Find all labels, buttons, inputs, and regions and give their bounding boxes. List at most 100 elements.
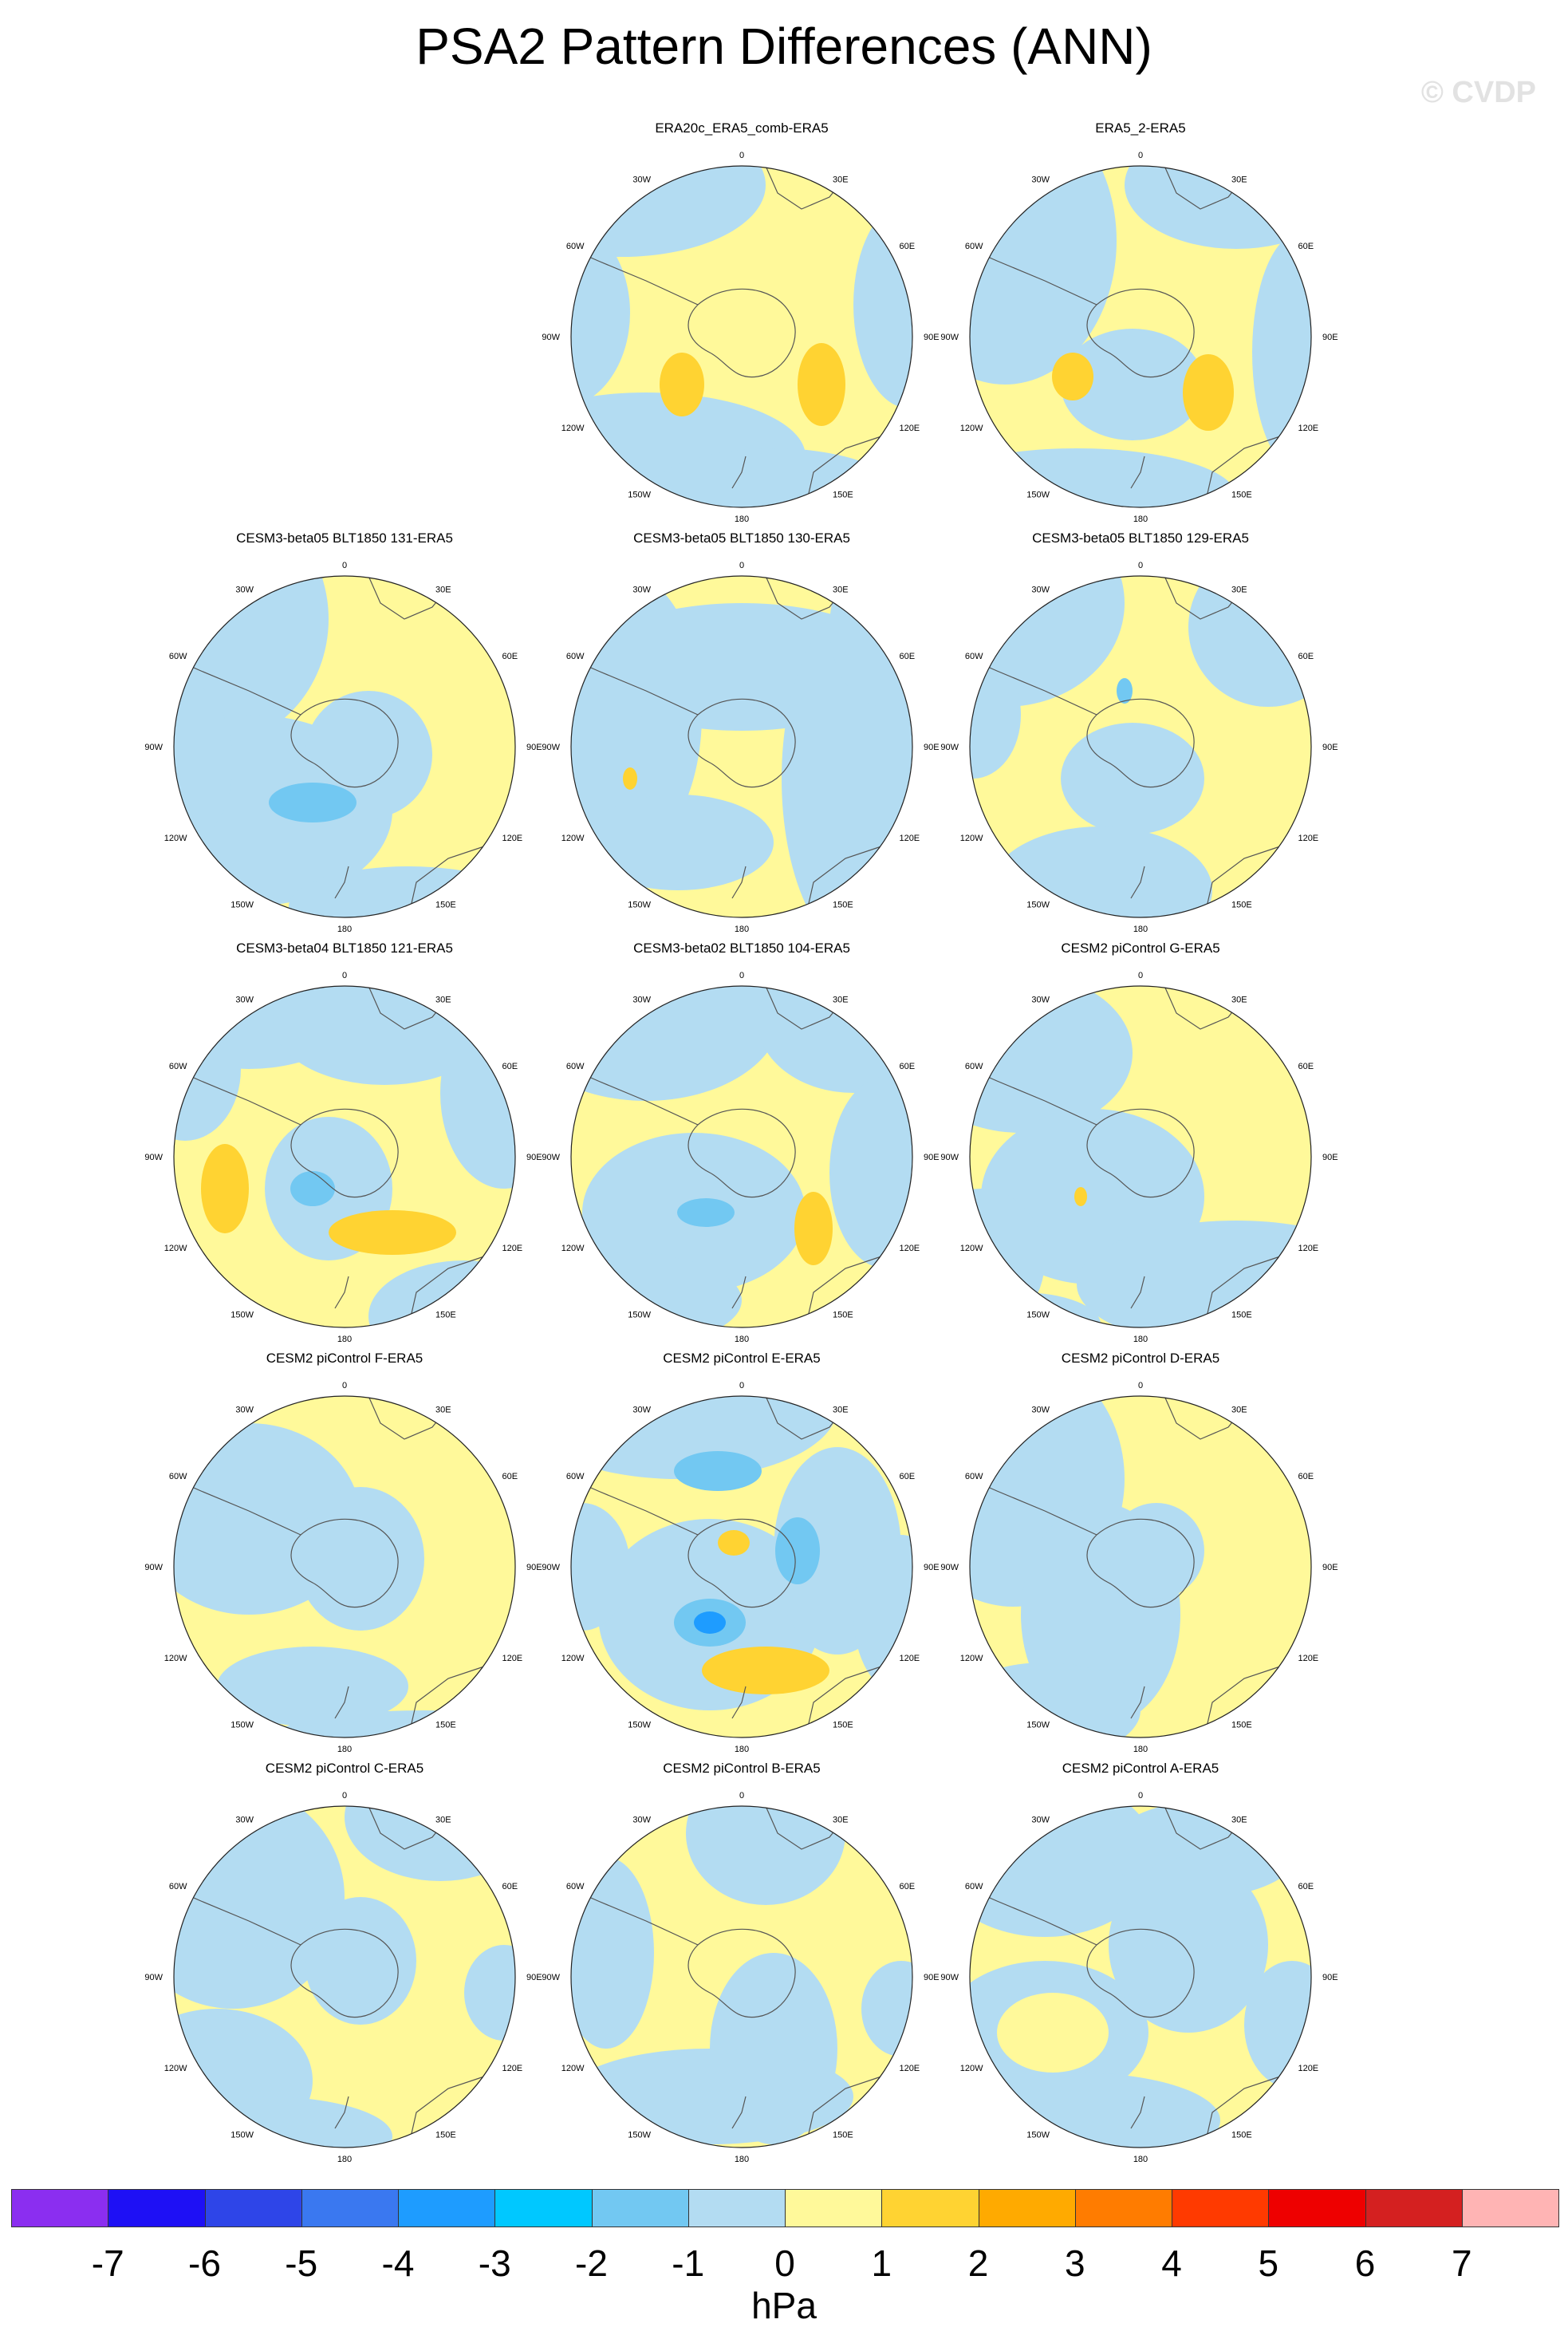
longitude-label: 150W	[230, 2130, 254, 2140]
longitude-label: 120W	[561, 424, 585, 433]
contour-region	[1125, 166, 1311, 249]
longitude-label: 150W	[628, 2130, 651, 2140]
contour-region	[571, 1252, 742, 1327]
contour-region	[646, 448, 901, 507]
map-boundary	[969, 165, 1312, 508]
panel-title: CESM3-beta05 BLT1850 131-ERA5	[236, 531, 453, 546]
contour-region	[571, 1503, 630, 1631]
contour-region	[997, 1993, 1109, 2073]
colorbar-tick-label: 4	[1161, 2242, 1182, 2284]
colorbar-tick-label: -5	[285, 2242, 318, 2284]
longitude-label: 30E	[1231, 1816, 1247, 1825]
antarctica-coastline	[1086, 698, 1195, 788]
longitude-label: 150W	[628, 1720, 651, 1730]
contour-region	[702, 1647, 829, 1694]
colorbar-swatch	[108, 2189, 206, 2227]
longitude-label: 60W	[169, 1062, 187, 1071]
map-panel: CESM2 piControl C-ERA5 0 30E 60E 90E 120E 150E…	[89, 1760, 600, 2175]
panel-title: ERA5_2-ERA5	[1095, 120, 1186, 136]
longitude-label: 60W	[566, 1882, 585, 1891]
colorbar-tick-label: 6	[1354, 2242, 1376, 2284]
longitude-label: 60E	[502, 1472, 518, 1481]
colorbar-swatch	[978, 2189, 1076, 2227]
longitude-label: 90E	[1322, 1153, 1338, 1162]
antarctica-coastline	[1086, 1108, 1195, 1198]
longitude-label: 30W	[235, 586, 254, 595]
longitude-label: 30E	[833, 1816, 849, 1825]
contour-region	[674, 1451, 762, 1491]
longitude-label: 150W	[628, 490, 651, 499]
antarctica-coastline	[687, 1518, 796, 1608]
panel-title: CESM3-beta02 BLT1850 104-ERA5	[633, 941, 850, 956]
longitude-label: 120E	[1298, 424, 1318, 433]
map-boundary	[570, 575, 913, 918]
longitude-label: 150E	[1231, 900, 1252, 909]
contour-region	[660, 353, 704, 416]
longitude-label: 120E	[1298, 2064, 1318, 2073]
longitude-label: 180	[337, 925, 352, 934]
longitude-label: 150W	[230, 1720, 254, 1730]
panel-title: CESM3-beta04 BLT1850 121-ERA5	[236, 941, 453, 956]
antarctica-coastline	[290, 1518, 399, 1608]
longitude-label: 30W	[235, 1816, 254, 1825]
longitude-label: 150W	[628, 1310, 651, 1319]
contour-region	[970, 166, 1117, 385]
polar-stereographic-map: 0 30E 60E 90E 120E 150E 180 150W 120W 90W 60W 30W	[542, 1791, 939, 2164]
polar-stereographic-map: 0 30E 60E 90E 120E 150E 180 150W 120W 90W 60W 30W	[542, 1381, 939, 1754]
colorbar-tick-label: 5	[1258, 2242, 1279, 2284]
longitude-label: 90W	[940, 1563, 959, 1572]
longitude-label: 60E	[899, 1472, 915, 1481]
longitude-label: 120E	[502, 1654, 522, 1663]
longitude-label: 60E	[502, 1062, 518, 1071]
longitude-label: 120W	[561, 834, 585, 843]
longitude-label: 0	[342, 971, 347, 980]
longitude-label: 60W	[965, 242, 983, 251]
polar-stereographic-map: 0 30E 60E 90E 120E 150E 180 150W 120W 90W 60W 30W	[542, 151, 940, 524]
contour-region	[1117, 678, 1133, 704]
map-panel: CESM2 piControl F-ERA5 0 30E 60E 90E 120E 150E…	[89, 1350, 600, 1765]
longitude-label: 120E	[1298, 834, 1318, 843]
longitude-label: 90W	[144, 1153, 163, 1162]
contour-region	[694, 1611, 726, 1634]
map-panel: CESM3-beta04 BLT1850 121-ERA5 0 30E 60E 90E 1…	[89, 940, 600, 1355]
map-panel: CESM3-beta02 BLT1850 104-ERA5 0 30E 60E 90E 1…	[487, 940, 997, 1355]
contour-region	[201, 1144, 249, 1233]
polar-stereographic-map: 0 30E 60E 90E 120E 150E 180 150W 120W 90W 60W 30W	[144, 1791, 542, 2164]
longitude-label: 90W	[940, 1153, 959, 1162]
longitude-label: 150W	[1026, 1720, 1050, 1730]
longitude-label: 180	[1133, 1335, 1148, 1344]
longitude-label: 180	[735, 2155, 749, 2164]
colorbar-tick-label: 0	[774, 2242, 795, 2284]
longitude-label: 120E	[502, 1244, 522, 1253]
longitude-label: 150E	[435, 1720, 456, 1730]
contour-region	[464, 1945, 515, 2041]
longitude-label: 120E	[899, 2064, 920, 2073]
colorbar-swatch	[1365, 2189, 1463, 2227]
polar-stereographic-map: 0 30E 60E 90E 120E 150E 180 150W 120W 90W 60W 30W	[940, 1381, 1338, 1754]
longitude-label: 120E	[1298, 1654, 1318, 1663]
contour-region	[970, 1663, 1141, 1737]
contour-region	[970, 1292, 1101, 1327]
panel-title: CESM2 piControl G-ERA5	[1061, 941, 1220, 956]
longitude-label: 120W	[561, 1244, 585, 1253]
colorbar-swatch	[301, 2189, 399, 2227]
colorbar-tick-label: 7	[1451, 2242, 1472, 2284]
longitude-label: 30W	[1031, 1406, 1050, 1415]
longitude-label: 0	[1138, 151, 1143, 160]
longitude-label: 60W	[566, 1062, 585, 1071]
longitude-label: 60E	[899, 242, 915, 251]
longitude-label: 90E	[924, 333, 940, 342]
longitude-label: 180	[1133, 515, 1148, 524]
colorbar-tick-label: -2	[575, 2242, 608, 2284]
longitude-label: 30E	[833, 586, 849, 595]
map-panel: CESM2 piControl D-ERA5 0 30E 60E 90E 120E 150E…	[885, 1350, 1396, 1765]
longitude-label: 30E	[833, 996, 849, 1005]
longitude-label: 90W	[542, 333, 560, 342]
contour-region	[1183, 354, 1234, 431]
longitude-label: 60E	[1298, 1472, 1314, 1481]
antarctica-coastline	[687, 288, 796, 378]
colorbar-tick-label: -1	[672, 2242, 705, 2284]
longitude-label: 120E	[899, 424, 920, 433]
longitude-label: 120W	[164, 1244, 187, 1253]
longitude-label: 120W	[960, 834, 983, 843]
